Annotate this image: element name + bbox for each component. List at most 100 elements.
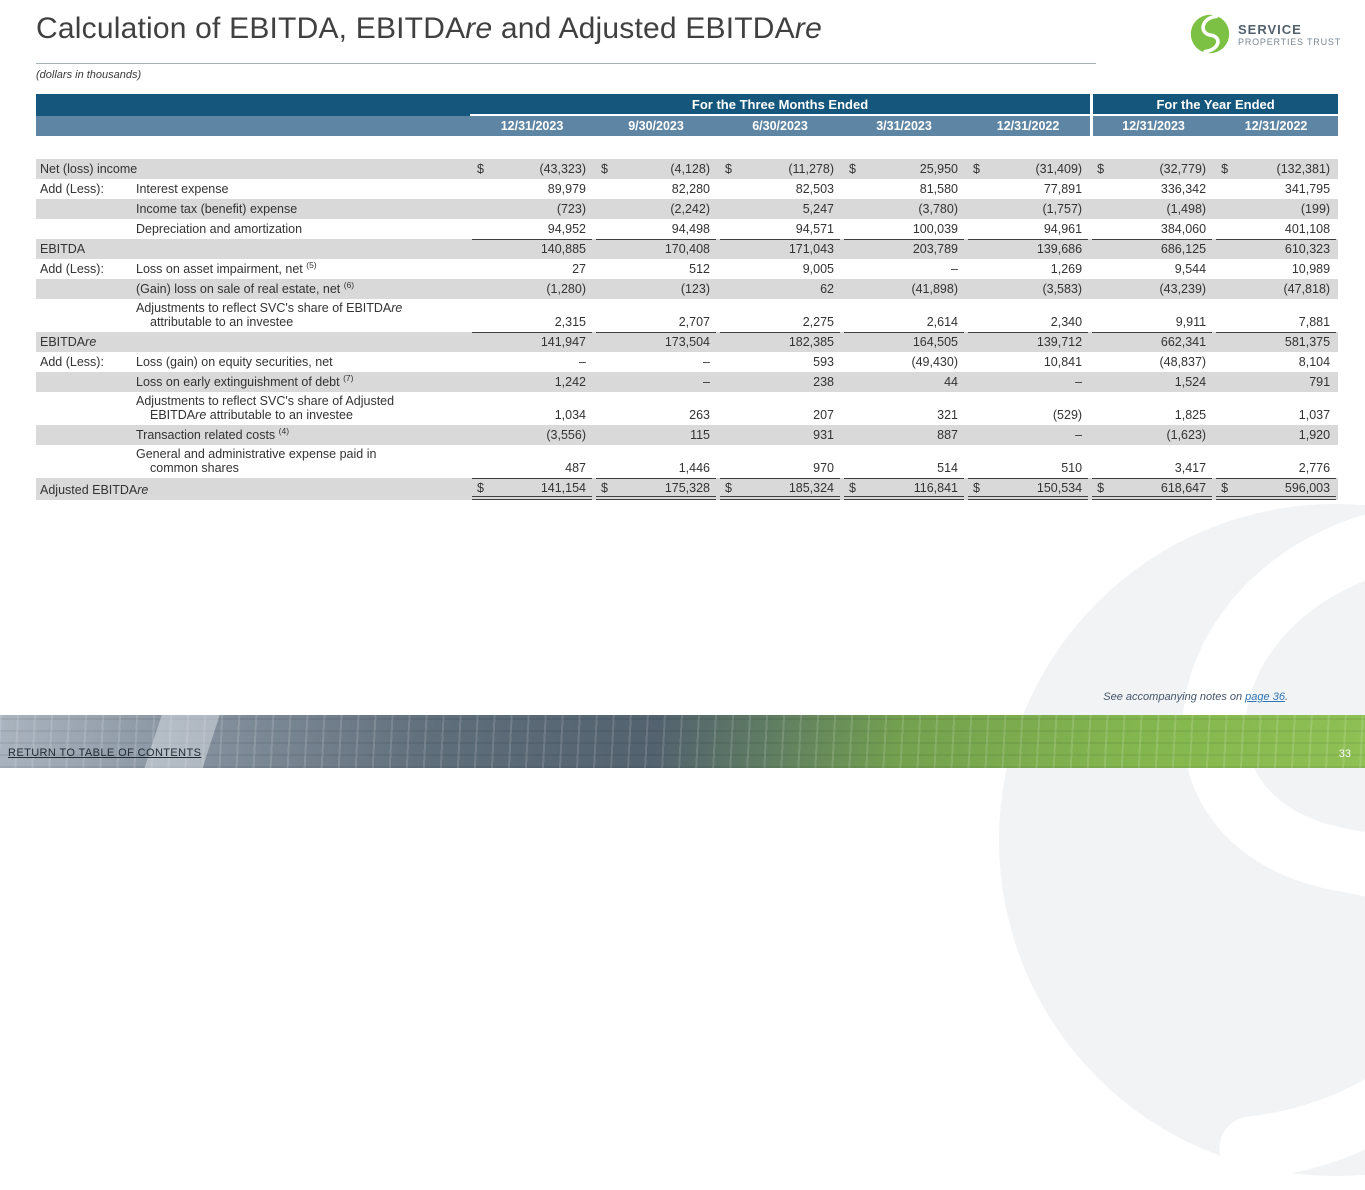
cell-value: 1,037 [1298,408,1331,422]
table-row: Adjustments to reflect SVC's share of EB… [36,299,1338,332]
row-label: Income tax (benefit) expense [136,199,470,219]
cell-value: (199) [1214,199,1339,219]
group-header-year: For the Year Ended [1090,94,1339,116]
cell-value: 238 [718,372,842,392]
cell-value: (1,623) [1090,425,1215,445]
footnote: See accompanying notes on page 36. [1103,691,1288,703]
cell-value: (529) [1052,408,1083,422]
group-header-row: For the Three Months Ended For the Year … [36,94,1339,116]
logo-subname: PROPERTIES TRUST [1238,36,1341,47]
cell-value: 44 [842,372,966,392]
return-to-toc-link[interactable]: RETURN TO TABLE OF CONTENTS [8,747,202,759]
cell-value: $ (4,128) [594,159,718,179]
cell-value: (723) [470,199,594,219]
cell-value: (48,837) [1159,355,1207,369]
cell-value: 207 [813,408,834,422]
cell-value: 321 [937,408,958,422]
page-number: 33 [1338,748,1351,760]
cell-value: 8,104 [1298,355,1331,369]
cell-value: – [579,355,586,369]
cell-value: 1,269 [1050,262,1083,276]
cell-value: 89,979 [547,182,586,196]
cell-value: $ (31,409) [966,159,1091,179]
cell-value: 2,707 [678,315,710,329]
cell-value: 1,446 [678,461,710,475]
cell-value: 94,961 [1043,222,1083,236]
cell-value: (2,242) [594,199,718,219]
column-header: 6/30/2023 [718,116,842,136]
table-row: Depreciation and amortization 94,952 94,49… [36,219,1338,239]
table-row: Income tax (benefit) expense (723) (2,242)… [36,199,1339,219]
currency-symbol: $ [601,162,608,176]
table-row: EBITDA 140,885 170,408 171,043 203,789 139,68… [36,239,1339,259]
group-header-spacer [36,94,470,116]
row-prefix [36,199,136,219]
cell-value: (3,583) [966,279,1091,299]
column-header: 12/31/2022 [1214,116,1339,136]
row-label: Loss (gain) on equity securities, net [136,355,333,369]
row-prefix [36,219,136,239]
page-36-link[interactable]: page 36 [1245,691,1285,703]
cell-value: 9,544 [1174,262,1207,276]
cell-value: (123) [594,279,718,299]
currency-symbol: $ [1221,162,1229,176]
row-prefix: Add (Less): [40,355,104,369]
row-label: Adjustments to reflect SVC's share of EB… [136,299,470,332]
cell-value: (1,498) [1090,199,1215,219]
cell-value: 82,503 [795,182,834,196]
cell-value: 94,952 [547,222,586,236]
cell-value: 263 [689,408,710,422]
column-header: 12/31/2023 [470,116,594,136]
cell-value: 593 [813,355,834,369]
cell-value: 401,108 [1284,222,1331,236]
cell-value: 10,841 [1043,355,1083,369]
cell-value: 3,417 [1174,461,1207,475]
column-header: 9/30/2023 [594,116,718,136]
cell-value: 487 [565,461,586,475]
row-prefix [36,279,136,299]
cell-value: (1,757) [966,199,1091,219]
row-prefix [36,445,136,478]
cell-value: – [951,262,958,276]
cell-value: 2,340 [1050,315,1083,329]
cell-value: 791 [1214,372,1339,392]
cell-value: 203,789 [842,239,966,259]
cell-value: 1,524 [1090,372,1215,392]
cell-value: (3,556) [470,425,594,445]
column-header: 12/31/2023 [1090,116,1215,136]
cell-value: 2,315 [554,315,586,329]
currency-symbol: $ [725,481,732,495]
cell-value: 512 [689,262,710,276]
cell-value: 7,881 [1298,315,1331,329]
currency-symbol: $ [601,481,608,495]
cell-value: (41,898) [842,279,966,299]
cell-value: (47,818) [1214,279,1339,299]
date-header-row: 12/31/2023 9/30/2023 6/30/2023 3/31/2023… [36,116,1339,136]
column-header: 12/31/2022 [966,116,1091,136]
cell-value: 77,891 [1043,182,1083,196]
cell-value: 27 [572,262,586,276]
cell-value: 139,686 [966,239,1091,259]
currency-symbol: $ [849,481,856,495]
table-row: (Gain) loss on sale of real estate, net … [36,279,1339,299]
cell-value: 662,341 [1090,332,1215,352]
table-row: Transaction related costs (4) (3,556) 115 9… [36,425,1339,445]
slide-header: Calculation of EBITDA, EBITDAre and Adju… [0,0,1365,54]
row-label: General and administrative expense paid … [136,445,470,478]
row-label-line2: common shares [150,461,239,475]
currency-symbol: $ [477,481,484,495]
cell-value: 1,825 [1174,408,1207,422]
cell-value: 341,795 [1284,182,1331,196]
cell-value: 1,242 [470,372,594,392]
table-row: Adjusted EBITDAre $141,154 $175,328 $185,32… [36,478,1339,500]
cell-value: $618,647 [1090,478,1215,500]
buildings-photo [0,715,1365,768]
currency-symbol: $ [477,162,484,176]
ebitda-table: For the Three Months Ended For the Year … [36,94,1339,500]
bottom-photo-strip: RETURN TO TABLE OF CONTENTS 33 [0,715,1365,768]
table-row: Add (Less): Loss (gain) on equity securit… [36,352,1338,372]
row-label: Transaction related costs (4) [136,425,470,445]
svc-logo-watermark-icon [999,504,1365,1180]
company-logo-text: SERVICE PROPERTIES TRUST [1238,22,1341,47]
group-header-three-months: For the Three Months Ended [470,94,1091,116]
